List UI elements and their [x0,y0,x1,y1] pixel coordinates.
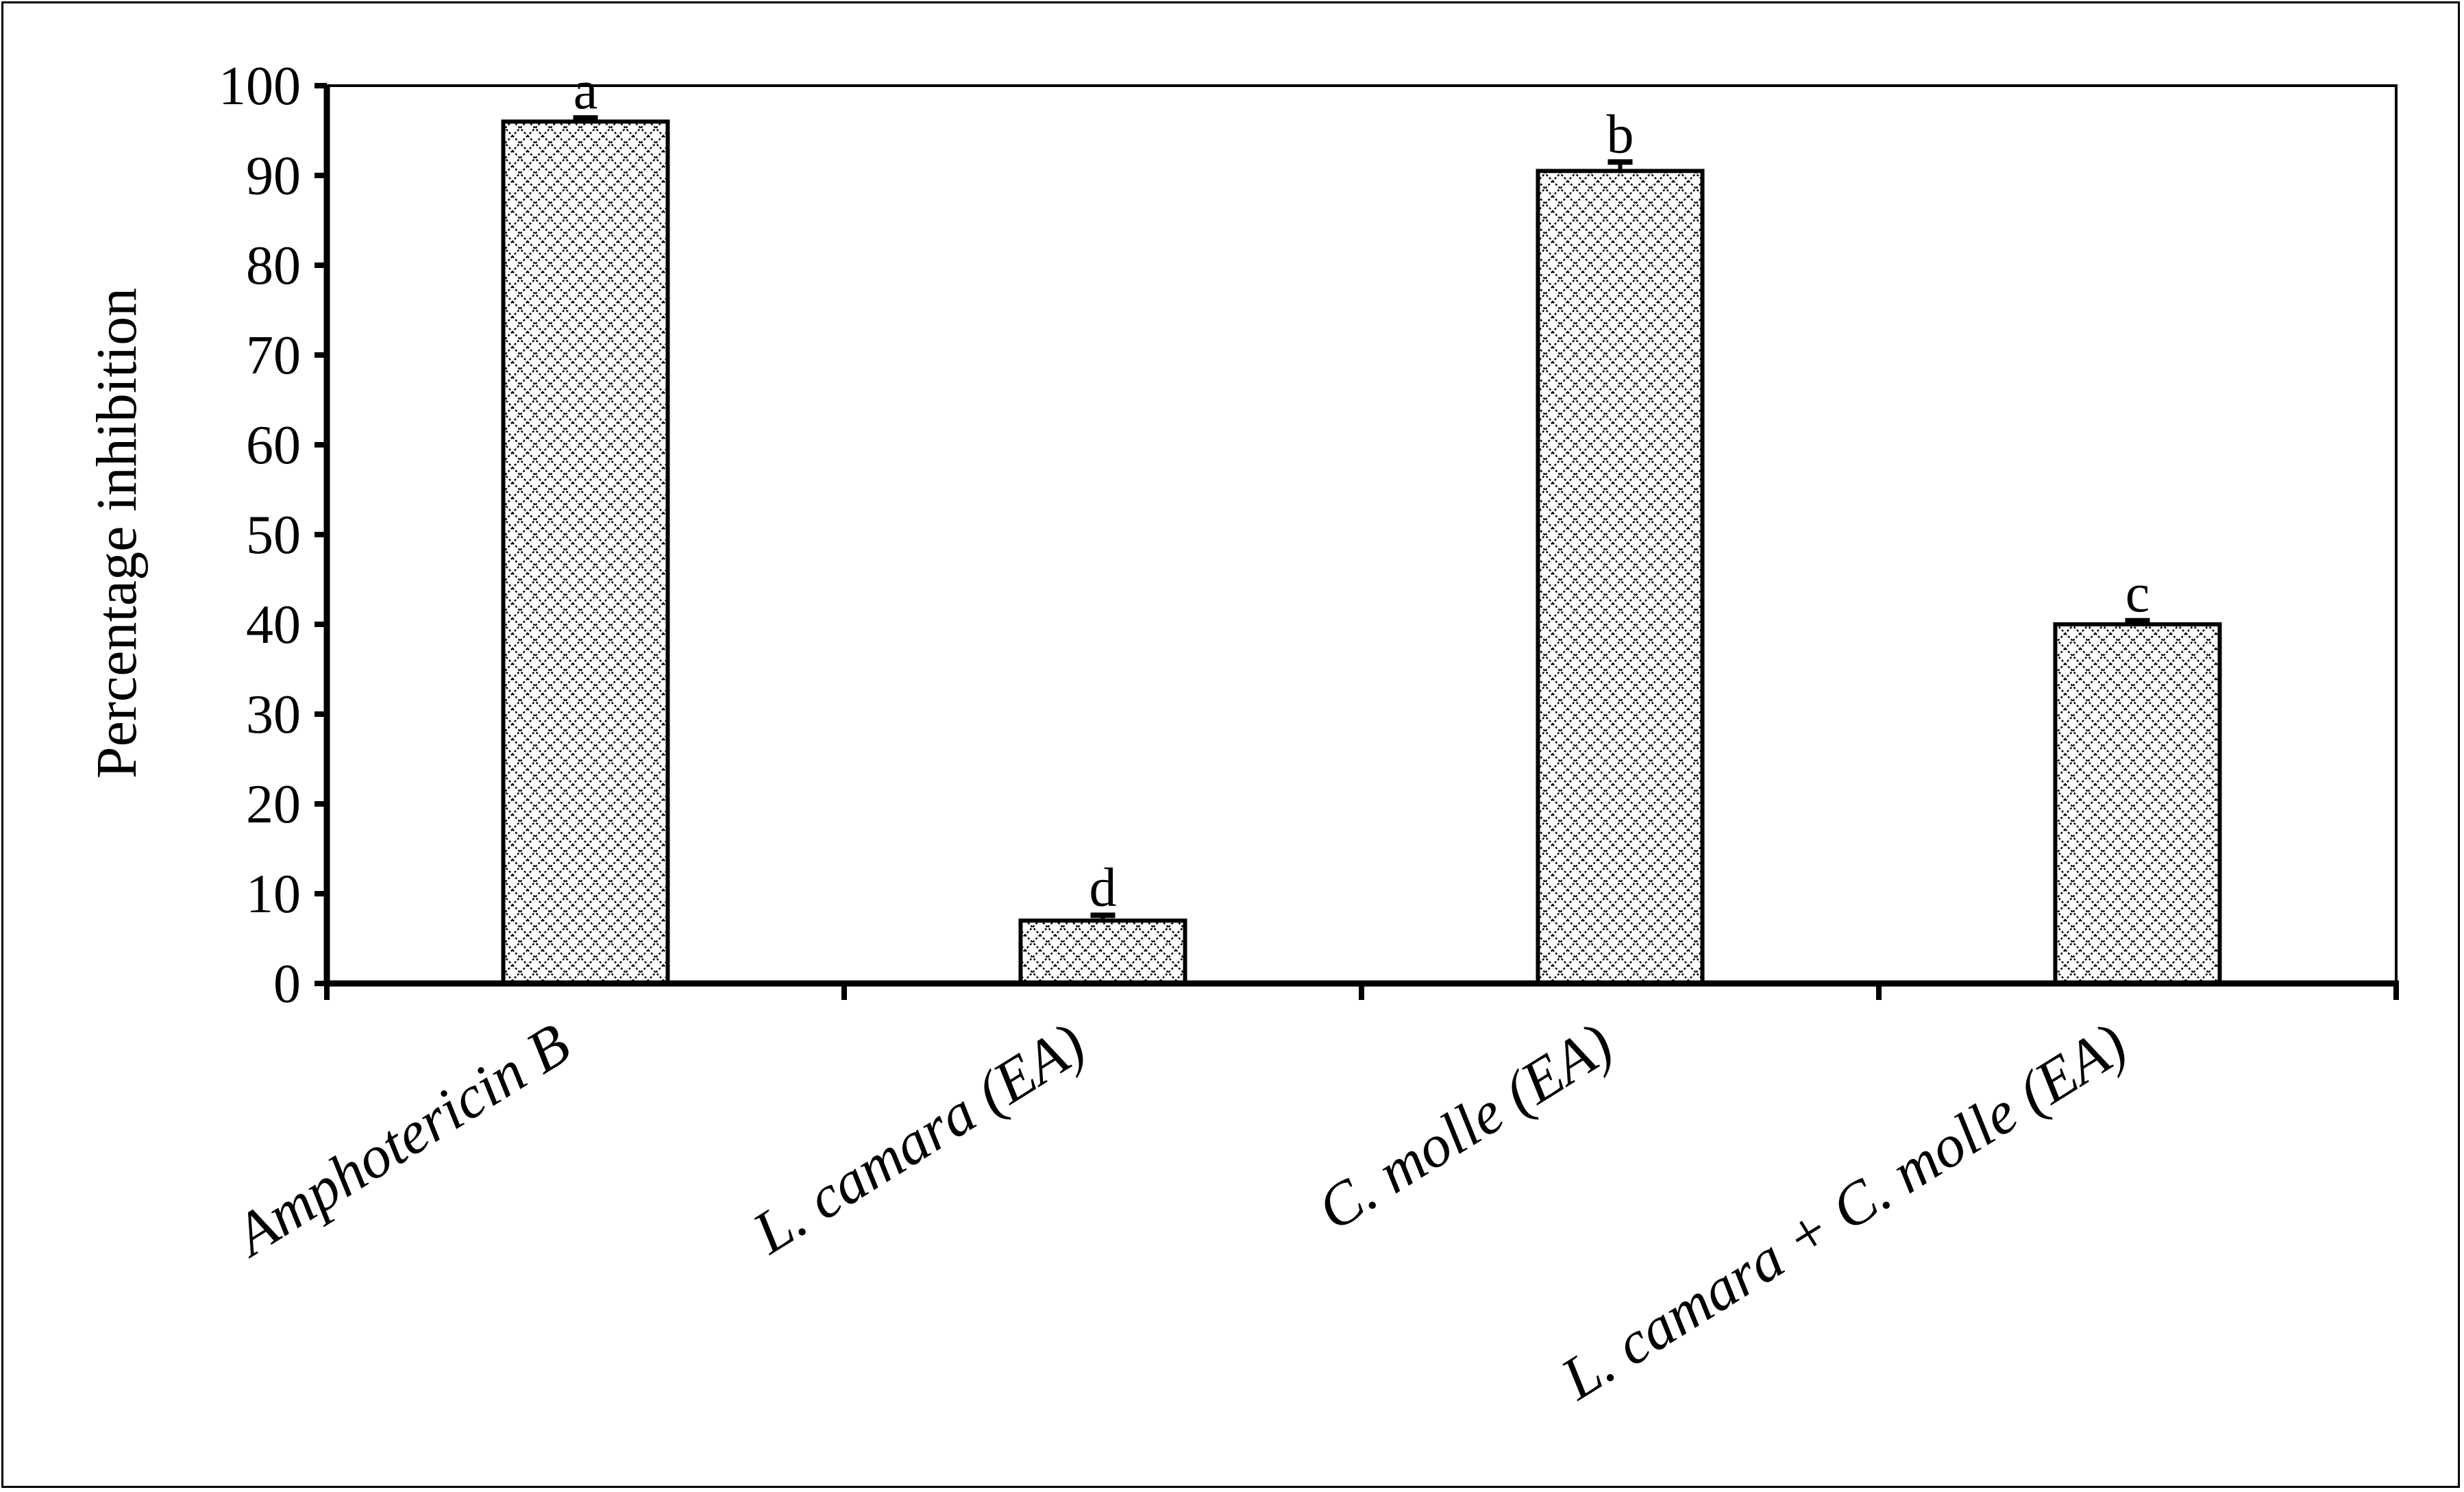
category-label: Amphotericin B [221,1011,581,1271]
significance-label: d [1089,857,1117,918]
y-tick-label: 80 [246,236,301,296]
y-tick-label: 50 [246,505,301,565]
significance-label: c [2126,563,2150,624]
bar [2053,622,2222,986]
y-tick-label: 30 [246,685,301,745]
y-tick-label: 0 [273,954,301,1014]
axes [323,84,2399,987]
y-tick-label: 70 [246,326,301,386]
y-axis-ticks: 0 10 20 30 40 50 60 70 80 90 100 [219,56,327,1014]
y-axis-title: Percentage inhibition [85,288,149,779]
bar [1536,169,1705,986]
bar [501,119,670,986]
y-tick-label: 40 [246,595,301,655]
significance-label: b [1607,104,1634,164]
category-label: L. camara (EA) [741,1011,1096,1268]
category-label: C. molle (EA) [1307,1011,1625,1244]
category-label: L. camara + C. molle (EA) [1549,1011,2139,1414]
category-labels: Amphotericin B L. camara (EA) C. molle (EA… [221,1011,2138,1414]
y-tick-label: 60 [246,415,301,476]
bars: a d b c [501,60,2222,986]
bar [1018,918,1187,986]
significance-label: a [574,60,598,121]
y-tick-label: 90 [246,146,301,206]
y-tick-label: 20 [246,774,301,835]
y-tick-label: 10 [246,864,301,925]
y-tick-label: 100 [219,56,301,117]
